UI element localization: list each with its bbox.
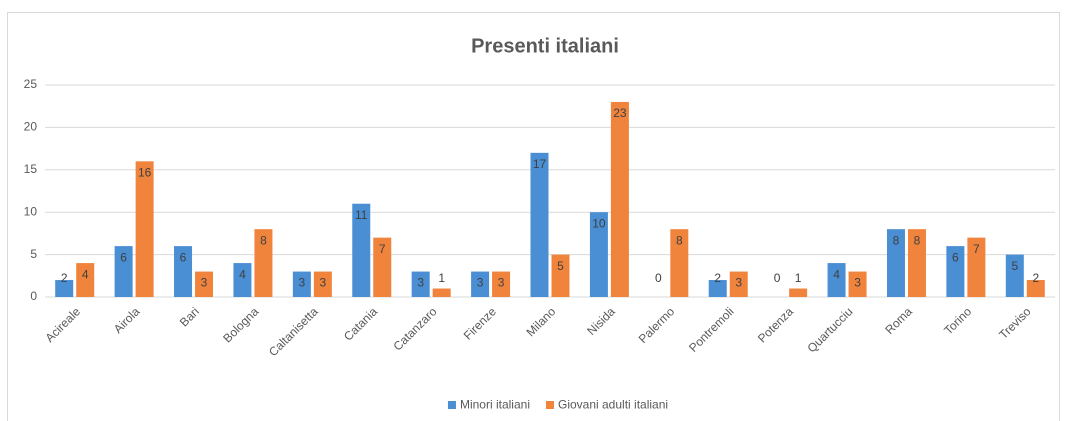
bar xyxy=(907,229,926,297)
bar xyxy=(411,271,430,297)
bar xyxy=(135,161,154,297)
data-label: 16 xyxy=(138,165,152,179)
data-label: 8 xyxy=(893,233,900,247)
data-label: 6 xyxy=(180,250,187,264)
bar xyxy=(670,229,689,297)
data-label: 1 xyxy=(795,271,802,285)
data-label: 3 xyxy=(299,276,306,290)
bar xyxy=(946,246,965,297)
bar xyxy=(292,271,311,297)
data-label: 2 xyxy=(1032,271,1039,285)
bar xyxy=(530,152,549,297)
data-label: 6 xyxy=(952,250,959,264)
bar xyxy=(233,263,252,297)
data-label: 17 xyxy=(533,157,547,171)
data-label: 7 xyxy=(379,242,386,256)
data-label: 3 xyxy=(417,276,424,290)
data-label: 10 xyxy=(592,216,606,230)
bar xyxy=(729,271,748,297)
bar xyxy=(55,280,74,297)
data-label: 3 xyxy=(201,276,208,290)
data-label: 3 xyxy=(320,276,327,290)
legend-swatch xyxy=(447,401,456,409)
data-label: 3 xyxy=(854,276,861,290)
bar xyxy=(76,263,95,297)
y-tick-label: 5 xyxy=(30,247,37,261)
data-label: 11 xyxy=(355,208,368,222)
data-label: 4 xyxy=(833,267,840,281)
bar xyxy=(551,254,570,297)
bar xyxy=(789,288,808,297)
data-label: 23 xyxy=(613,106,627,120)
bar xyxy=(254,229,273,297)
bar xyxy=(1026,280,1045,297)
bar xyxy=(114,246,133,297)
bar xyxy=(610,101,629,298)
data-label: 2 xyxy=(61,271,68,285)
legend-label: Minori italiani xyxy=(460,398,530,412)
bar xyxy=(352,203,371,297)
data-label: 8 xyxy=(676,233,683,247)
bar xyxy=(708,280,727,297)
data-label: 0 xyxy=(655,271,662,285)
data-label: 6 xyxy=(120,250,127,264)
y-tick-label: 15 xyxy=(24,162,38,176)
y-tick-label: 0 xyxy=(30,289,37,303)
data-label: 0 xyxy=(774,271,781,285)
bar xyxy=(195,271,214,297)
bar xyxy=(1005,254,1024,297)
data-label: 5 xyxy=(557,259,564,273)
data-label: 4 xyxy=(239,267,246,281)
data-label: 4 xyxy=(82,267,89,281)
data-label: 3 xyxy=(477,276,484,290)
data-label: 1 xyxy=(438,271,445,285)
legend-label: Giovani adulti italiani xyxy=(558,398,668,412)
data-label: 7 xyxy=(973,242,980,256)
chart-title: Presenti italiani xyxy=(471,35,619,57)
y-tick-label: 20 xyxy=(24,120,38,134)
bar xyxy=(886,229,905,297)
y-tick-label: 25 xyxy=(24,77,38,91)
bar xyxy=(967,237,986,297)
bar xyxy=(432,288,451,297)
bar xyxy=(471,271,490,297)
data-label: 8 xyxy=(914,233,921,247)
bar xyxy=(373,237,392,297)
data-label: 5 xyxy=(1011,259,1018,273)
bar xyxy=(848,271,867,297)
bar xyxy=(827,263,846,297)
bar xyxy=(174,246,193,297)
bar xyxy=(313,271,332,297)
data-label: 8 xyxy=(260,233,267,247)
data-label: 3 xyxy=(498,276,505,290)
data-label: 3 xyxy=(735,276,742,290)
data-label: 2 xyxy=(714,271,721,285)
bar xyxy=(589,212,608,297)
y-tick-label: 10 xyxy=(24,204,38,218)
bar xyxy=(492,271,511,297)
legend-swatch xyxy=(545,401,554,409)
